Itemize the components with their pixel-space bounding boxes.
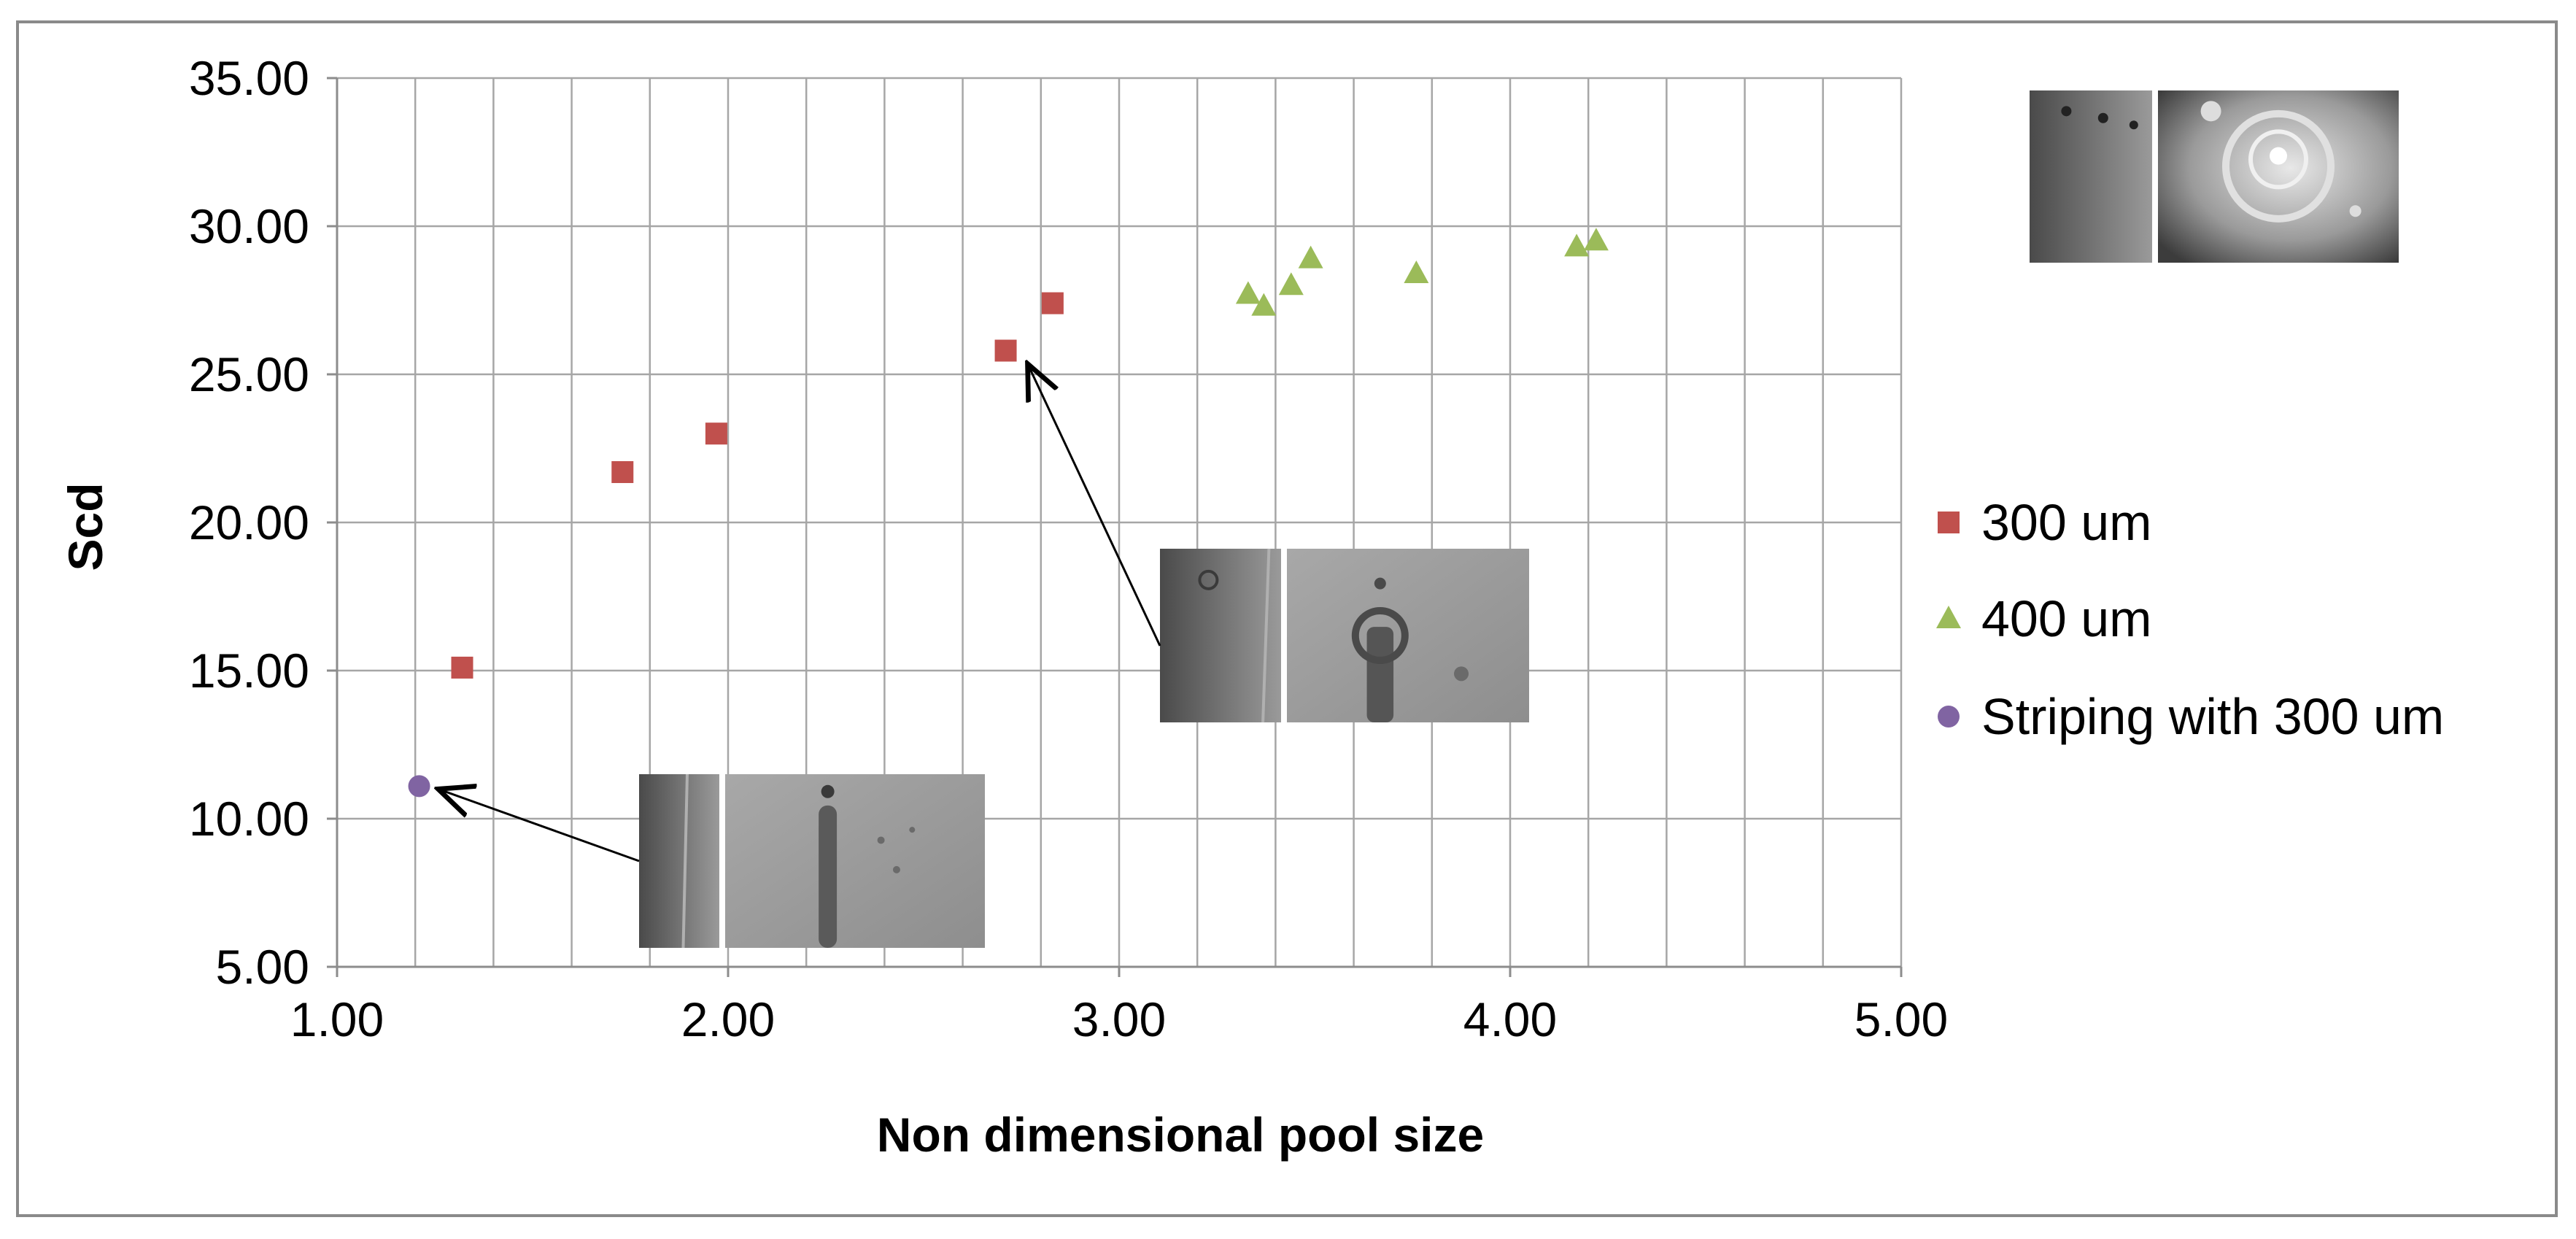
annotation-arrow-300um (1028, 364, 1161, 646)
droplet (2129, 120, 2138, 130)
legend-label-300-um: 300 um (1981, 494, 2151, 551)
splash-ring (2248, 129, 2308, 190)
x-axis-title: Non dimensional pool size (877, 1108, 1484, 1162)
y-tick-label: 25.00 (189, 347, 309, 401)
splash-ring (2222, 109, 2335, 223)
photo-divider (1281, 549, 1287, 722)
legend-label-400-um: 400 um (1981, 590, 2151, 647)
y-tick-label: 5.00 (216, 940, 309, 994)
photo-panel-right (2158, 90, 2399, 263)
y-tick-label: 15.00 (189, 644, 309, 698)
x-tick-label: 2.00 (681, 992, 775, 1046)
photo-inset-300um (1160, 548, 1529, 723)
droplet (877, 836, 885, 844)
data-point-400-um (1298, 245, 1323, 269)
legend-marker-striping-with-300-um (1938, 706, 1960, 727)
x-tick-label: 3.00 (1072, 992, 1166, 1046)
photo-panel-right (725, 774, 985, 948)
droplet (2200, 101, 2221, 122)
photo-panel-left (2030, 90, 2152, 263)
droplet (909, 827, 916, 833)
annotation-arrows (438, 364, 1161, 862)
data-point-300-um (705, 422, 727, 445)
legend-label-striping-with-300-um: Striping with 300 um (1981, 688, 2444, 745)
data-point-300-um (1041, 292, 1064, 314)
data-point-300-um (451, 656, 473, 679)
tick-labels: 5.00 10.00 15.00 20.00 25.00 30.00 35.00 1.00 2.… (189, 51, 1948, 1046)
droplet (1198, 569, 1219, 590)
data-point-400-um (1583, 228, 1609, 251)
legend: 300 um 400 um Striping with 300 um (1936, 494, 2444, 745)
data-point-300-um (994, 339, 1017, 362)
data-point-striping-with-300-um (408, 775, 430, 798)
photo-inset-400um (2030, 90, 2399, 263)
data-point-400-um (1564, 233, 1590, 257)
y-tick-label: 10.00 (189, 792, 309, 846)
droplet (2097, 112, 2108, 123)
data-point-400-um (1251, 293, 1277, 316)
jet-column (1366, 627, 1394, 722)
annotation-arrow-striping (438, 789, 640, 862)
y-axis-title: Scd (58, 482, 112, 571)
data-point-400-um (1278, 272, 1304, 296)
droplet (1374, 577, 1386, 590)
interface-line (1261, 548, 1271, 723)
y-tick-label: 35.00 (189, 51, 309, 105)
x-tick-label: 4.00 (1463, 992, 1557, 1046)
droplet (821, 784, 835, 798)
legend-marker-400-um (1936, 606, 1961, 628)
data-point-400-um (1404, 260, 1429, 283)
droplet (892, 865, 900, 873)
interface-line (681, 773, 689, 949)
grid (337, 77, 1903, 967)
crown-ring (1351, 607, 1409, 664)
data-point-400-um (1235, 281, 1261, 304)
photo-insets (639, 90, 2399, 949)
axes (327, 77, 1903, 977)
splash-center (2270, 147, 2287, 165)
data-markers (408, 228, 1609, 798)
droplet (2061, 106, 2072, 117)
y-tick-label: 30.00 (189, 199, 309, 253)
legend-marker-300-um (1938, 512, 1960, 533)
droplet (2349, 205, 2362, 217)
droplet (1454, 666, 1469, 682)
y-tick-label: 20.00 (189, 495, 309, 549)
photo-panel-left (639, 774, 719, 948)
x-tick-label: 5.00 (1854, 992, 1948, 1046)
photo-inset-striping (639, 773, 985, 949)
photo-divider (2152, 90, 2158, 263)
jet-column (819, 805, 838, 948)
photo-panel-left (1160, 549, 1281, 722)
photo-divider (719, 774, 725, 948)
x-tick-label: 1.00 (290, 992, 384, 1046)
data-point-300-um (611, 460, 634, 483)
